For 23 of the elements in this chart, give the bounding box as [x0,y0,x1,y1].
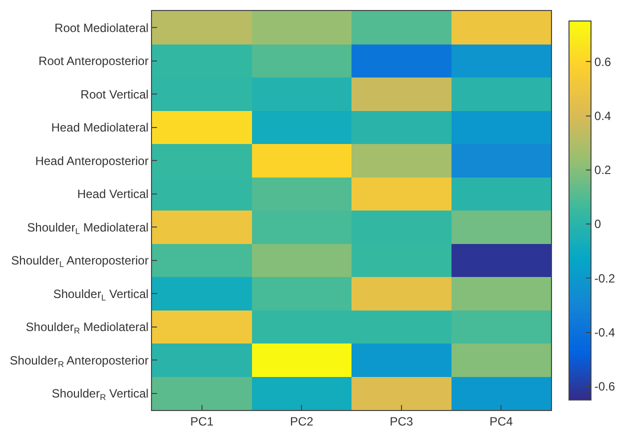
y-tick-label: Root Vertical [80,87,149,102]
x-tick-label: PC4 [489,414,514,428]
y-tick-label: Head Anteroposterior [35,154,149,168]
color-bar-label: -0.4 [594,326,616,340]
color-bar-label: -0.2 [594,271,616,286]
y-tick-label: Shoulder$_{R}$ Anteroposterior [10,353,149,369]
x-tick-label: PC1 [190,414,214,428]
x-tick-label: PC3 [390,414,414,428]
color-bar-label: 0.6 [594,54,612,69]
color-bar-label: 0 [594,217,602,232]
color-bar-label: 0.2 [594,163,612,178]
y-tick-label: Shoulder$_{R}$ Mediolateral [26,320,149,336]
y-tick-label: Shoulder$_{L}$ Vertical [53,286,149,302]
y-tick-label: Head Vertical [77,187,149,202]
y-tick-label: Shoulder$_{L}$ Mediolateral [27,220,149,236]
y-tick-label: Head Mediolateral [51,120,149,135]
x-tick-label: PC2 [290,414,314,428]
y-tick-label: Root Mediolateral [54,20,149,35]
y-tick-label: Shoulder$_{L}$ Anteroposterior [11,254,149,270]
y-tick-label: Root Anteroposterior [38,54,149,68]
y-tick-label: Shoulder$_{R}$ Vertical [52,386,149,402]
color-bar-label: 0.4 [594,108,612,123]
color-bar-label: -0.6 [594,380,616,394]
